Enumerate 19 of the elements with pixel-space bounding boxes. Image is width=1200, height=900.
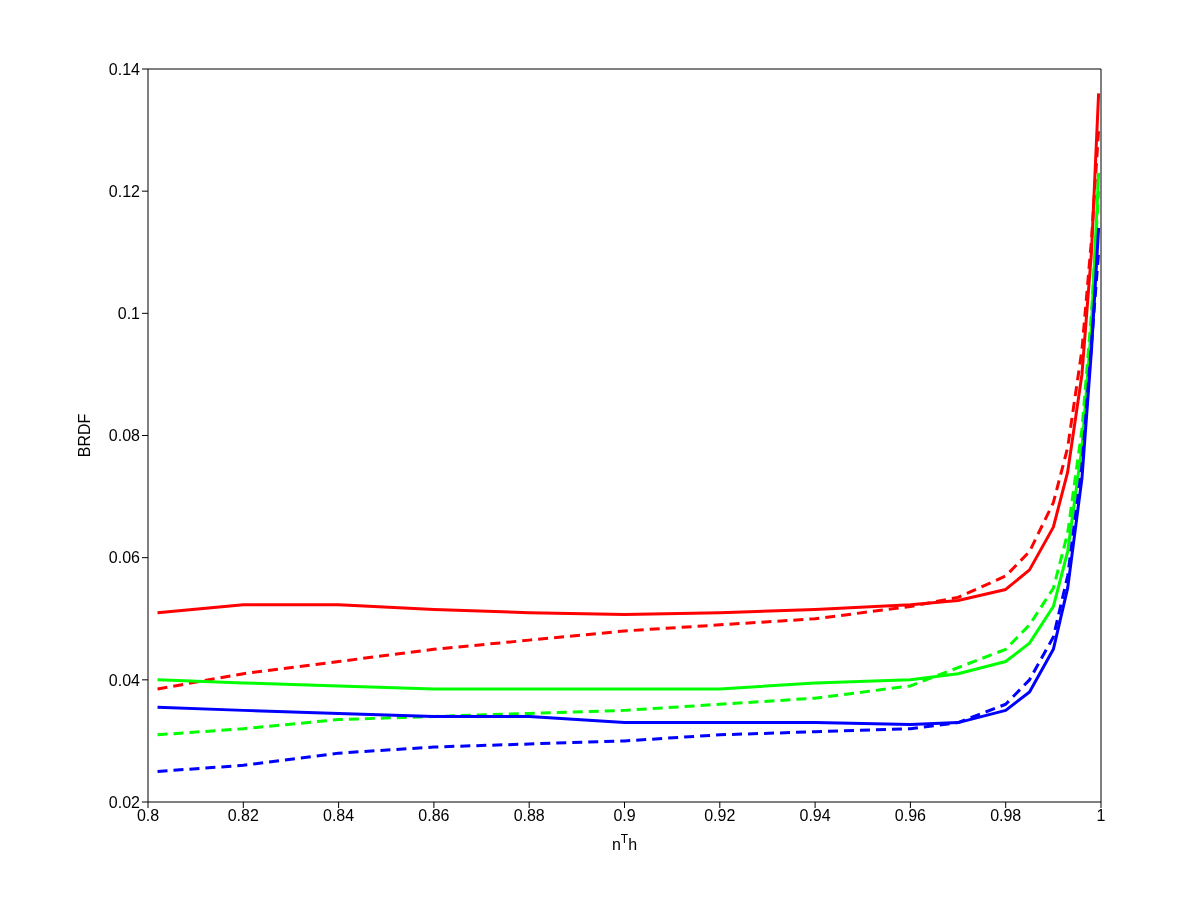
x-tick-label: 0.96 — [894, 807, 927, 825]
y-tick-label: 0.1 — [117, 305, 141, 323]
x-tick-label: 0.98 — [990, 807, 1022, 825]
y-tick-label: 0.04 — [108, 671, 141, 689]
x-tick-label: 0.92 — [704, 807, 736, 825]
y-tick-label: 0.08 — [108, 427, 141, 445]
x-tick-label: 0.9 — [613, 807, 636, 825]
x-tick-label: 1 — [1096, 807, 1106, 825]
x-tick-label: 0.94 — [799, 807, 831, 825]
y-tick-label: 0.12 — [108, 182, 141, 200]
y-axis-title: BRDF — [76, 413, 93, 458]
x-tick-label: 0.84 — [323, 807, 355, 825]
x-tick-label: 0.82 — [227, 807, 259, 825]
x-tick-label: 0.8 — [136, 807, 160, 825]
x-axis-title: n$^{T}$h — [611, 832, 638, 853]
y-tick-label: 0.06 — [108, 549, 141, 567]
x-tick-label: 0.86 — [418, 807, 450, 825]
y-tick-label: 0.14 — [108, 60, 141, 78]
x-tick-label: 0.88 — [513, 807, 545, 825]
